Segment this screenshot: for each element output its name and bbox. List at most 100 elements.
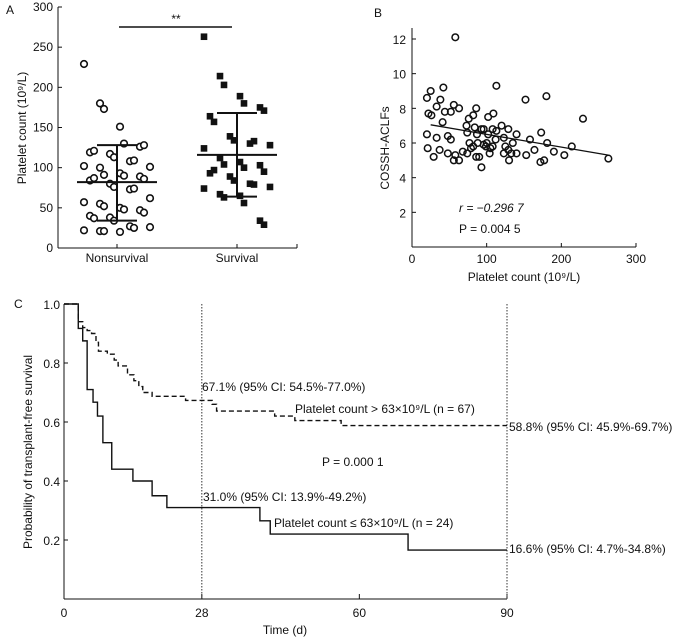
panel-c-ytick-label: 0.2 [43,534,60,548]
survival-point [266,183,274,191]
scatter-point [604,154,613,163]
scatter-point [443,149,452,158]
panel-c-ytick-label: 0.6 [43,416,60,430]
panel-a-ytick-label: 0 [46,241,53,255]
panel-label-a: A [6,3,14,17]
panel-b-ytick-label: 12 [393,33,407,47]
survival-point [236,92,244,100]
low-group-legend: Platelet count ≤ 63×10⁹/L (n = 24) [274,516,453,530]
scatter-point [472,104,481,113]
survival-point [236,158,244,166]
survival-point [216,154,224,162]
nonsurvival-point [129,223,139,233]
scatter-point [463,128,472,137]
survival-point [200,33,208,41]
panel-label-c: C [14,297,23,311]
panel-b-ytick-label: 10 [393,68,407,82]
logrank-p: P = 0.000 1 [322,455,384,469]
scatter-point [451,33,460,42]
panel-b-xtick-label: 300 [626,252,646,266]
survival-point [256,161,264,169]
survival-point [216,72,224,80]
panel-b-ytick-label: 6 [399,137,406,151]
survival-point [226,173,234,180]
nonsurvival-point [79,161,89,171]
survival-point [260,221,268,229]
scatter-point [422,130,431,139]
survival-point [256,217,264,224]
survival-point [260,107,268,114]
nonsurvival-point [89,174,99,183]
scatter-point [482,138,491,148]
scatter-point [422,93,431,102]
scatter-point [462,121,471,130]
panel-a-xtick-survival: Survival [216,251,259,265]
nonsurvival-point [115,227,125,237]
scatter-point [470,123,479,132]
survival-point [240,100,248,107]
scatter-point [508,138,517,148]
nonsurvival-point [139,208,149,217]
scatter-point [432,102,441,111]
nonsurvival-point [95,163,105,172]
panel-b: B COSSH-ACLFs Platelet count (10⁹/L) r =… [374,6,646,284]
scatter-point [475,152,484,161]
nonsurvival-point [99,104,109,114]
panel-b-xtick-label: 100 [477,252,497,266]
scatter-point [578,114,588,123]
scatter-point [543,138,552,148]
scatter-point [451,151,460,160]
nonsurvival-point [99,227,109,236]
scatter-point [549,147,558,156]
survival-point [210,166,218,174]
scatter-point [560,151,569,160]
survival-point [246,140,254,147]
survival-point [220,81,228,89]
panel-a-ytick-label: 200 [33,80,53,94]
scatter-point [429,152,438,161]
scatter-point [491,135,500,144]
scatter-point [435,145,444,154]
survival-point [240,164,248,171]
scatter-point [423,144,432,153]
panel-a-xtick-nonsurvival: Nonsurvival [86,251,149,265]
panel-a-ytick-label: 250 [33,40,53,54]
scatter-point [512,130,521,139]
nonsurvival-point [129,184,139,193]
correlation-r: r = −0.296 7 [459,201,525,215]
survival-point [206,169,214,177]
survival-point [206,112,214,120]
high-group-legend: Platelet count > 63×10⁹/L (n = 67) [295,402,475,416]
panel-a-ylabel: Platelet count (10⁹/L) [15,72,29,185]
scatter-point [504,125,513,134]
panel-b-ytick-label: 4 [399,172,406,186]
panel-c-xtick-label: 0 [61,606,68,620]
scatter-point [499,149,508,158]
nonsurvival-point [79,198,89,207]
scatter-point [522,151,531,160]
scatter-point [432,133,441,142]
nonsurvival-point [145,162,155,171]
panel-b-ytick-label: 8 [399,102,406,116]
panel-c: C Probability of transplant-free surviva… [14,297,672,637]
scatter-point [485,149,494,158]
survival-point [220,161,228,168]
panel-c-ytick-label: 1.0 [43,298,60,312]
survival-point [210,118,218,126]
nonsurvival-point [89,214,99,223]
survival-point [230,177,238,184]
scatter-point [540,156,549,165]
survival-point [200,145,208,152]
significance-label: ** [171,12,181,26]
scatter-point [469,111,478,120]
scatter-point [537,128,546,137]
scatter-point [479,125,488,134]
km-curve-high-platelet [64,303,507,427]
nonsurvival-point [115,122,125,131]
panel-a: A Platelet count (10⁹/L) Nonsurvival Sur… [6,0,298,265]
scatter-point [458,147,467,156]
regression-line [430,124,609,156]
panel-a-ytick-label: 150 [33,121,53,135]
nonsurvival-point [139,141,149,150]
